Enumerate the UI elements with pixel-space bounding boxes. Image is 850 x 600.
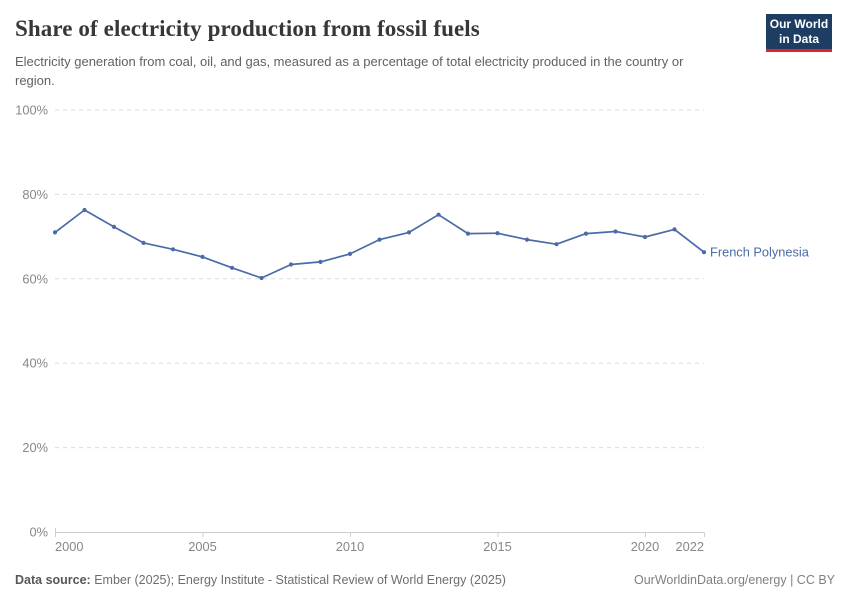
data-point-2022[interactable] <box>701 250 707 255</box>
data-point-2015[interactable] <box>495 231 500 236</box>
x-tick-label-2005: 2005 <box>188 539 216 554</box>
data-point-2010[interactable] <box>347 251 353 256</box>
data-point-2017[interactable] <box>554 242 559 247</box>
data-point-2004[interactable] <box>170 247 176 252</box>
data-point-2014[interactable] <box>465 231 471 236</box>
x-tick-label-2010: 2010 <box>336 539 364 554</box>
data-source-note: Data source: Ember (2025); Energy Instit… <box>15 573 506 587</box>
data-point-2020[interactable] <box>642 234 648 240</box>
data-point-2012[interactable] <box>406 230 412 235</box>
owid-logo-line1: Our World <box>769 17 829 32</box>
data-point-2007[interactable] <box>259 275 264 281</box>
y-tick-label-100: 100% <box>15 103 48 118</box>
data-source-text: Ember (2025); Energy Institute - Statist… <box>90 573 506 587</box>
x-tick-label-2015: 2015 <box>483 539 511 554</box>
data-point-2011[interactable] <box>377 237 382 242</box>
data-point-2008[interactable] <box>288 262 294 267</box>
chart-footer: Data source: Ember (2025); Energy Instit… <box>15 573 835 587</box>
data-point-2001[interactable] <box>82 207 87 213</box>
data-point-2009[interactable] <box>318 259 323 264</box>
y-tick-label-60: 60% <box>22 271 48 286</box>
owid-logo-line2: in Data <box>778 31 819 46</box>
y-tick-label-80: 80% <box>22 187 48 202</box>
data-point-2006[interactable] <box>229 265 235 270</box>
x-tick-label-2020: 2020 <box>631 539 659 554</box>
owid-url-link[interactable]: OurWorldinData.org/energy | CC BY <box>633 573 835 587</box>
owid-logo[interactable]: Our World in Data <box>766 14 832 52</box>
x-tick-label-2022: 2022 <box>676 539 704 554</box>
page-title: Share of electricity production from fos… <box>15 16 480 41</box>
data-point-2021[interactable] <box>672 227 677 232</box>
series-label[interactable]: French Polynesia <box>710 245 810 260</box>
data-point-2016[interactable] <box>524 237 530 242</box>
data-point-2019[interactable] <box>613 229 618 234</box>
data-point-2013[interactable] <box>436 212 441 217</box>
data-point-2005[interactable] <box>200 254 205 259</box>
y-tick-label-0: 0% <box>30 525 49 540</box>
y-tick-label-20: 20% <box>22 440 48 455</box>
x-tick-label-2000: 2000 <box>55 539 83 554</box>
data-point-2002[interactable] <box>111 224 117 229</box>
series-line[interactable] <box>54 209 705 279</box>
y-tick-label-40: 40% <box>22 356 48 371</box>
data-source-label: Data source: <box>15 573 91 587</box>
data-point-2003[interactable] <box>141 240 146 245</box>
chart-subtitle: Electricity generation from coal, oil, a… <box>15 54 684 88</box>
data-point-2000[interactable] <box>52 230 58 235</box>
data-point-2018[interactable] <box>583 231 589 236</box>
